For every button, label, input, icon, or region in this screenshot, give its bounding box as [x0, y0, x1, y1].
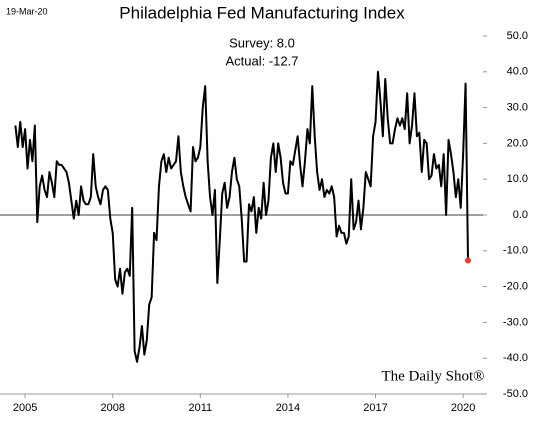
- data-line: [14, 70, 470, 363]
- date-label: 19-Mar-20: [6, 6, 48, 16]
- y-tick-label: 50.0: [507, 30, 528, 42]
- y-tick-label: -20.0: [503, 281, 528, 293]
- x-tick-label: 2017: [363, 402, 387, 414]
- x-tick-label: 2011: [188, 402, 212, 414]
- chart-title: Philadelphia Fed Manufacturing Index: [119, 3, 405, 22]
- x-tick-label: 2005: [13, 402, 37, 414]
- y-tick-label: -30.0: [503, 316, 528, 328]
- annotation: Survey: 8.0: [229, 35, 295, 50]
- y-tick-label: 0.0: [513, 209, 528, 221]
- x-tick-label: 2014: [276, 402, 300, 414]
- y-tick-label: -50.0: [503, 388, 528, 400]
- y-tick-label: 40.0: [507, 66, 528, 78]
- y-tick-label: -10.0: [503, 245, 528, 257]
- y-tick-label: 10.0: [507, 173, 528, 185]
- y-tick-label: 20.0: [507, 137, 528, 149]
- last-point: [465, 257, 472, 264]
- annotation: Actual: -12.7: [226, 53, 299, 68]
- y-tick-label: 30.0: [507, 102, 528, 114]
- watermark: The Daily Shot®: [381, 368, 484, 384]
- y-tick-label: -40.0: [503, 352, 528, 364]
- x-tick-label: 2008: [100, 402, 124, 414]
- x-tick-label: 2020: [451, 402, 475, 414]
